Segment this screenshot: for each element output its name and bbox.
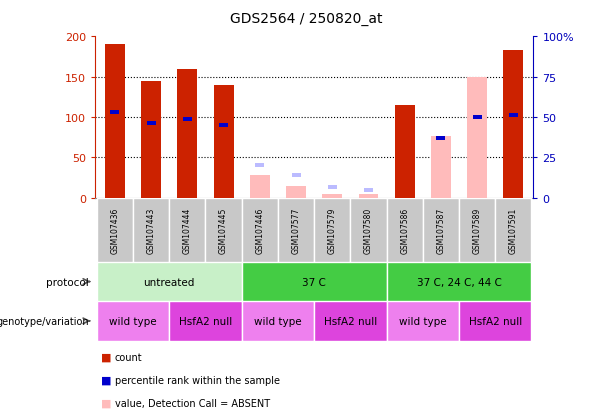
Bar: [97, 262, 242, 301]
Bar: [395, 106, 414, 198]
Text: GSM107436: GSM107436: [110, 207, 120, 254]
Bar: [314, 301, 387, 341]
Text: GDS2564 / 250820_at: GDS2564 / 250820_at: [230, 12, 383, 26]
Bar: [105, 45, 125, 198]
Bar: [110, 111, 120, 115]
Bar: [503, 51, 524, 198]
Bar: [256, 164, 264, 168]
Bar: [97, 198, 133, 262]
Bar: [169, 301, 242, 341]
Text: GSM107579: GSM107579: [328, 207, 337, 254]
Bar: [387, 301, 459, 341]
Bar: [359, 194, 378, 198]
Bar: [141, 81, 161, 198]
Bar: [286, 186, 306, 198]
Text: HsfA2 null: HsfA2 null: [469, 316, 522, 326]
Text: 37 C: 37 C: [302, 277, 326, 287]
Bar: [351, 198, 387, 262]
Bar: [473, 116, 482, 120]
Bar: [147, 122, 156, 126]
Bar: [177, 70, 197, 198]
Bar: [278, 198, 314, 262]
Text: GSM107589: GSM107589: [473, 207, 482, 253]
Text: GSM107443: GSM107443: [147, 207, 156, 254]
Bar: [214, 85, 234, 198]
Bar: [364, 188, 373, 192]
Text: GSM107577: GSM107577: [292, 207, 300, 254]
Bar: [495, 198, 531, 262]
Bar: [169, 198, 205, 262]
Bar: [322, 194, 342, 198]
Bar: [242, 262, 387, 301]
Bar: [436, 137, 446, 141]
Text: ■: ■: [101, 398, 112, 408]
Text: GSM107580: GSM107580: [364, 207, 373, 253]
Bar: [250, 176, 270, 198]
Bar: [387, 198, 423, 262]
Bar: [219, 124, 228, 128]
Bar: [133, 198, 169, 262]
Text: wild type: wild type: [399, 316, 447, 326]
Text: GSM107444: GSM107444: [183, 207, 192, 254]
Text: GSM107591: GSM107591: [509, 207, 518, 253]
Bar: [242, 301, 314, 341]
Text: HsfA2 null: HsfA2 null: [179, 316, 232, 326]
Bar: [205, 198, 242, 262]
Text: value, Detection Call = ABSENT: value, Detection Call = ABSENT: [115, 398, 270, 408]
Text: wild type: wild type: [254, 316, 302, 326]
Text: genotype/variation: genotype/variation: [0, 316, 89, 326]
Bar: [97, 301, 169, 341]
Bar: [509, 113, 518, 117]
Text: GSM107446: GSM107446: [256, 207, 264, 254]
Text: percentile rank within the sample: percentile rank within the sample: [115, 375, 280, 385]
Text: count: count: [115, 352, 142, 362]
Bar: [242, 198, 278, 262]
Bar: [467, 78, 487, 198]
Text: HsfA2 null: HsfA2 null: [324, 316, 377, 326]
Text: untreated: untreated: [143, 277, 195, 287]
Text: protocol: protocol: [46, 277, 89, 287]
Text: GSM107587: GSM107587: [436, 207, 446, 253]
Bar: [314, 198, 351, 262]
Text: ■: ■: [101, 375, 112, 385]
Text: 37 C, 24 C, 44 C: 37 C, 24 C, 44 C: [417, 277, 501, 287]
Bar: [431, 137, 451, 198]
Text: GSM107445: GSM107445: [219, 207, 228, 254]
Text: wild type: wild type: [109, 316, 157, 326]
Bar: [328, 186, 337, 190]
Bar: [459, 301, 531, 341]
Bar: [292, 174, 300, 178]
Text: ■: ■: [101, 352, 112, 362]
Bar: [183, 117, 192, 121]
Text: GSM107586: GSM107586: [400, 207, 409, 253]
Bar: [387, 262, 531, 301]
Bar: [423, 198, 459, 262]
Bar: [459, 198, 495, 262]
